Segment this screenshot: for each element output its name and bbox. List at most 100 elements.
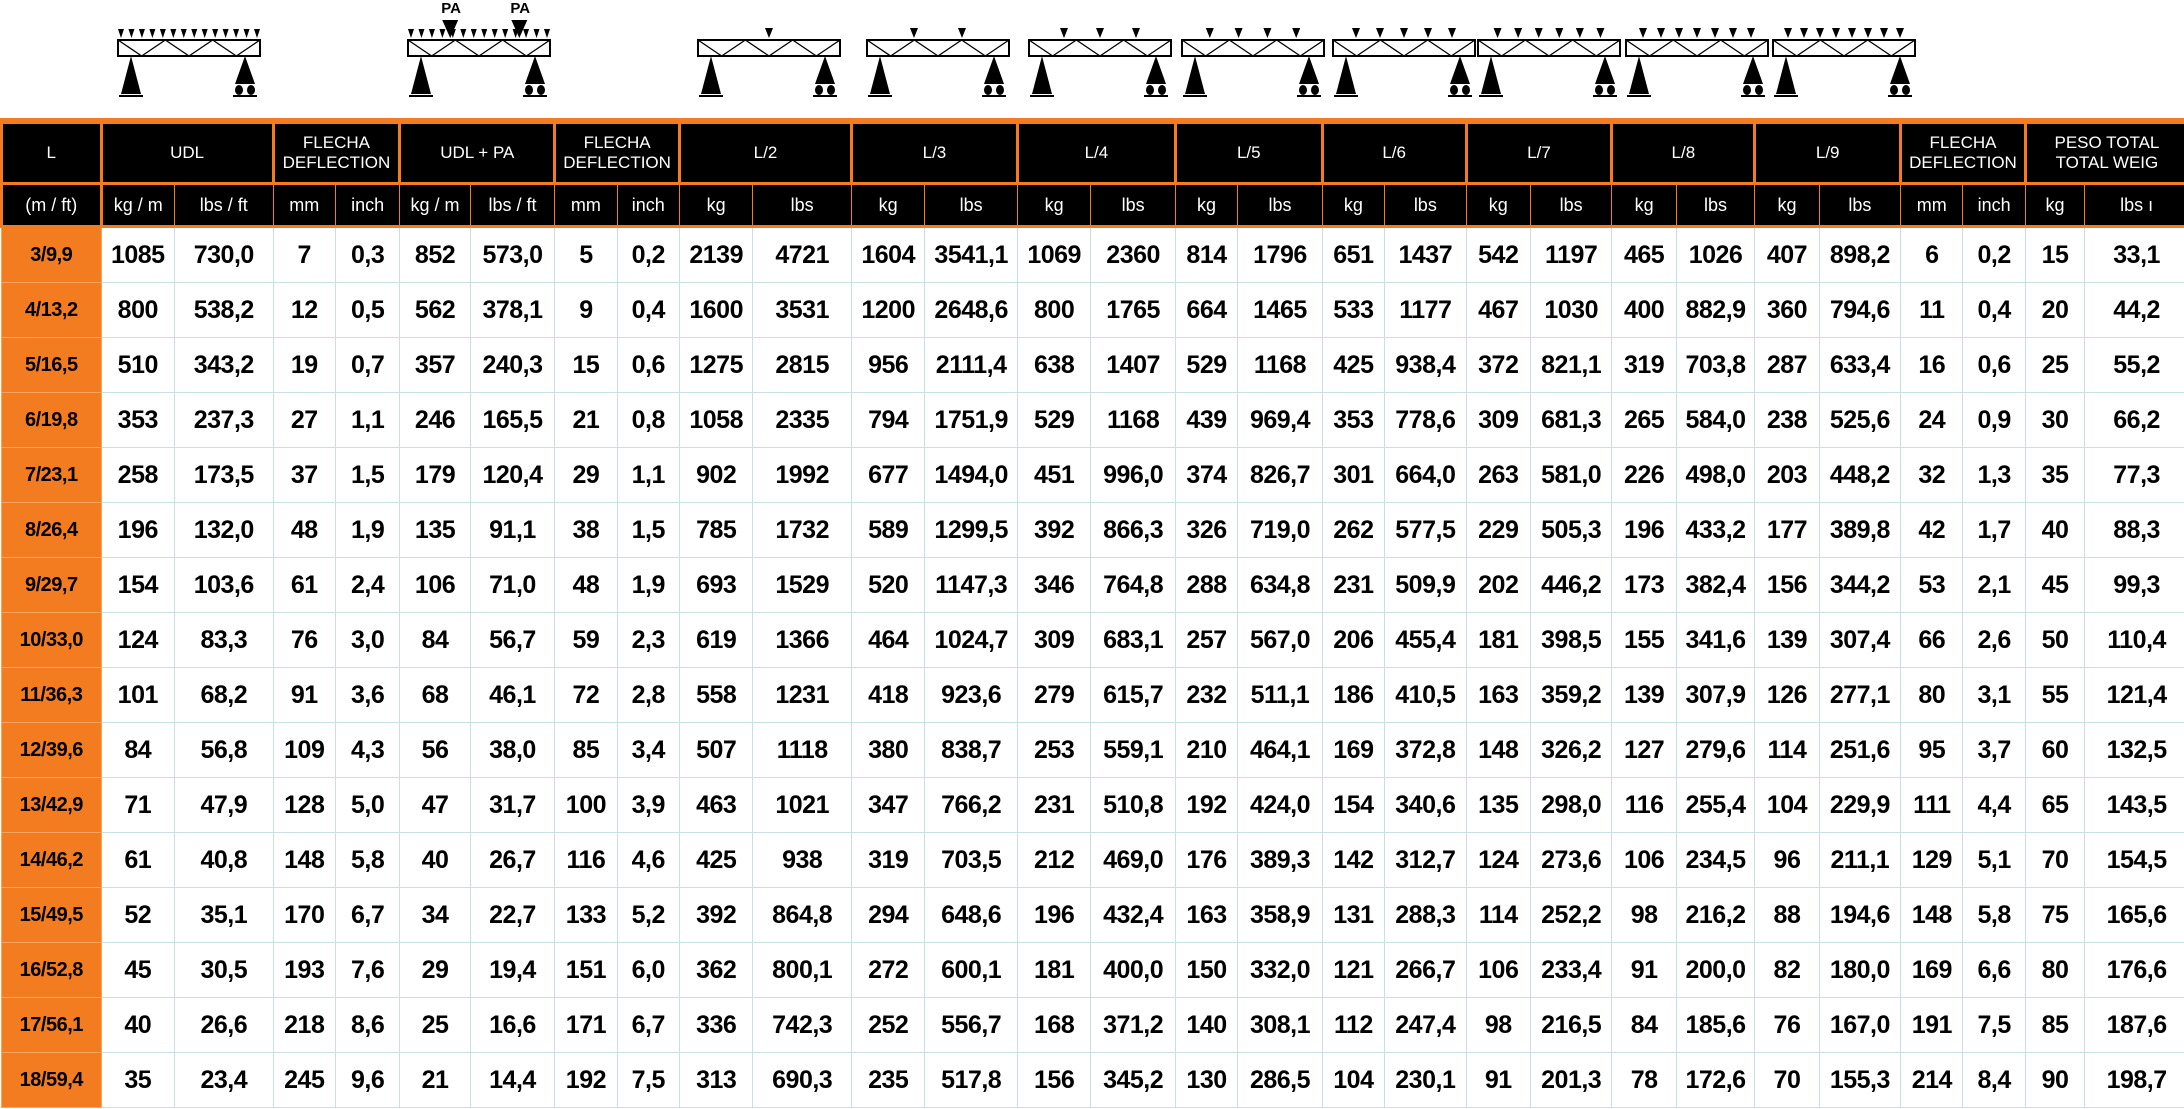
- value-cell: 425: [1321, 337, 1386, 393]
- value-cell: 309: [1465, 392, 1531, 448]
- value-cell: 1030: [1529, 282, 1613, 338]
- header-unit-12: lbs: [924, 182, 1018, 228]
- value-cell: 9: [554, 282, 618, 338]
- header-group-6: L/3: [849, 118, 1019, 185]
- length-cell: 12/39,6: [1, 722, 102, 778]
- value-cell: 529: [1016, 392, 1092, 448]
- value-cell: 538,2: [174, 282, 274, 338]
- header-unit-13: kg: [1016, 182, 1092, 228]
- value-cell: 12: [272, 282, 336, 338]
- value-cell: 794,6: [1818, 282, 1902, 338]
- value-cell: 116: [554, 832, 618, 888]
- value-cell: 3531: [752, 282, 852, 338]
- value-cell: 433,2: [1675, 502, 1756, 558]
- table-row: 15/49,5 52 35,1 170 6,7 34 22,7 133 5,2 392 864,8 2…: [1, 887, 2184, 943]
- header-unit-9: kg: [678, 182, 754, 228]
- value-cell: 4,4: [1962, 777, 2026, 833]
- value-cell: 326: [1174, 502, 1239, 558]
- value-cell: 37: [272, 447, 336, 503]
- value-cell: 446,2: [1529, 557, 1613, 613]
- value-cell: 200,0: [1675, 942, 1756, 998]
- value-cell: 201,3: [1529, 1052, 1613, 1108]
- table-row: 3/9,9 1085 730,0 7 0,3 852 573,0 5 0,2 2139 4721 16…: [1, 226, 2184, 283]
- value-cell: 938: [752, 832, 852, 888]
- value-cell: 77,3: [2084, 447, 2184, 503]
- value-cell: 651: [1321, 226, 1386, 283]
- value-cell: 104: [1321, 1052, 1386, 1108]
- value-cell: 559,1: [1090, 722, 1176, 778]
- value-cell: 956: [850, 337, 926, 393]
- value-cell: 40: [2024, 502, 2086, 558]
- header-unit-16: lbs: [1237, 182, 1323, 228]
- value-cell: 353: [100, 392, 176, 448]
- value-cell: 7,5: [616, 1052, 680, 1108]
- value-cell: 71: [100, 777, 176, 833]
- value-cell: 664: [1174, 282, 1239, 338]
- value-cell: 374: [1174, 447, 1239, 503]
- value-cell: 16: [1900, 337, 1964, 393]
- value-cell: 7,5: [1962, 997, 2026, 1053]
- value-cell: 507: [678, 722, 754, 778]
- value-cell: 0,3: [334, 226, 401, 283]
- value-cell: 19: [272, 337, 336, 393]
- value-cell: 336: [678, 997, 754, 1053]
- value-cell: 0,5: [334, 282, 401, 338]
- value-cell: 85: [2024, 997, 2086, 1053]
- value-cell: 8,6: [334, 997, 401, 1053]
- value-cell: 171: [554, 997, 618, 1053]
- value-cell: 124: [100, 612, 176, 668]
- value-cell: 319: [1611, 337, 1677, 393]
- value-cell: 116: [1611, 777, 1677, 833]
- value-cell: 265: [1611, 392, 1677, 448]
- value-cell: 26,7: [469, 832, 556, 888]
- value-cell: 505,3: [1529, 502, 1613, 558]
- beam-load-icon: [1477, 28, 1621, 97]
- value-cell: 214: [1900, 1052, 1964, 1108]
- value-cell: 98: [1611, 887, 1677, 943]
- value-cell: 1992: [752, 447, 852, 503]
- value-cell: 1604: [850, 226, 926, 283]
- value-cell: 359,2: [1529, 667, 1613, 723]
- value-cell: 1197: [1529, 226, 1613, 283]
- beam-load-icon: [1332, 28, 1476, 97]
- value-cell: 389,3: [1237, 832, 1323, 888]
- beam-diagram-l-5: [1181, 6, 1325, 106]
- value-cell: 5,2: [616, 887, 680, 943]
- value-cell: 196: [100, 502, 176, 558]
- value-cell: 615,7: [1090, 667, 1176, 723]
- value-cell: 187,6: [2084, 997, 2184, 1053]
- value-cell: 95: [1900, 722, 1964, 778]
- value-cell: 498,0: [1675, 447, 1756, 503]
- value-cell: 193: [272, 942, 336, 998]
- value-cell: 148: [272, 832, 336, 888]
- value-cell: 198,7: [2084, 1052, 2184, 1108]
- value-cell: 40,8: [174, 832, 274, 888]
- header-unit-10: lbs: [752, 182, 852, 228]
- beam-diagram-udl: [117, 6, 261, 106]
- value-cell: 510,8: [1090, 777, 1176, 833]
- value-cell: 133: [554, 887, 618, 943]
- value-cell: 21: [554, 392, 618, 448]
- value-cell: 234,5: [1675, 832, 1756, 888]
- value-cell: 2139: [678, 226, 754, 283]
- header-group-7: L/4: [1015, 118, 1177, 185]
- header-unit-19: kg: [1465, 182, 1531, 228]
- header-unit-18: lbs: [1384, 182, 1467, 228]
- value-cell: 0,2: [616, 226, 680, 283]
- value-cell: 1796: [1237, 226, 1323, 283]
- value-cell: 312,7: [1384, 832, 1467, 888]
- value-cell: 382,4: [1675, 557, 1756, 613]
- value-cell: 192: [554, 1052, 618, 1108]
- value-cell: 279: [1016, 667, 1092, 723]
- value-cell: 307,4: [1818, 612, 1902, 668]
- value-cell: 800: [100, 282, 176, 338]
- value-cell: 5,8: [334, 832, 401, 888]
- value-cell: 648,6: [924, 887, 1018, 943]
- header-unit-14: lbs: [1090, 182, 1176, 228]
- value-cell: 814: [1174, 226, 1239, 283]
- value-cell: 938,4: [1384, 337, 1467, 393]
- value-cell: 778,6: [1384, 392, 1467, 448]
- value-cell: 139: [1611, 667, 1677, 723]
- header-group-9: L/6: [1320, 118, 1468, 185]
- beam-diagram-l-3: [866, 6, 1010, 106]
